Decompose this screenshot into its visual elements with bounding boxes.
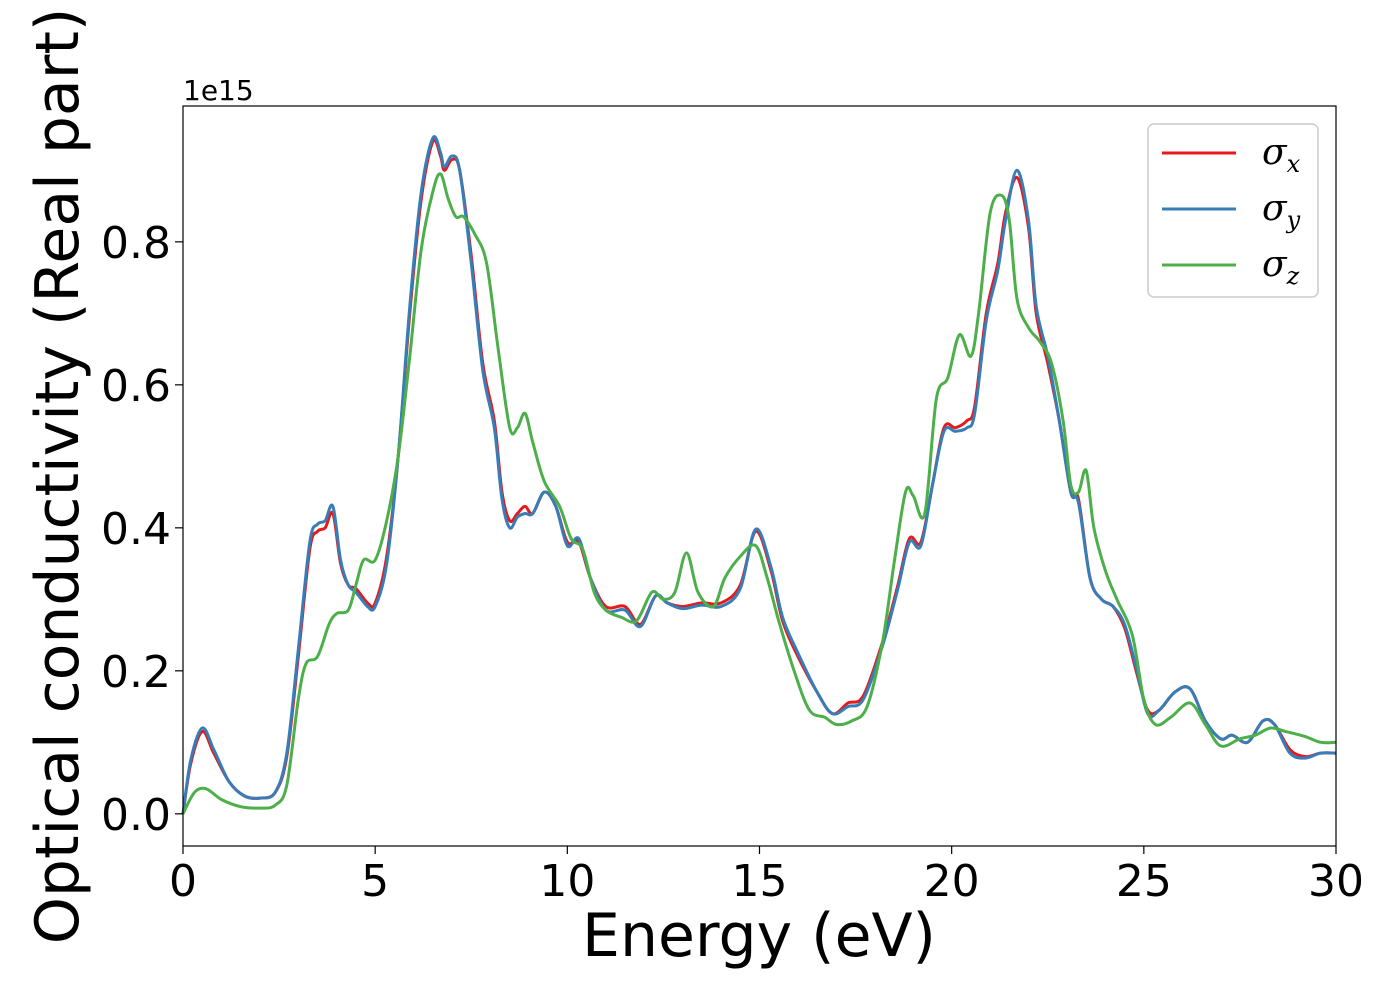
y-tick-label: 0.2	[101, 647, 171, 698]
y-axis-label: Optical conductivity (Real part)	[23, 8, 93, 945]
x-tick-label: 15	[732, 856, 788, 907]
y-offset-label: 1e15	[183, 74, 254, 107]
legend: σx σy σz	[1147, 123, 1319, 298]
x-tick-label: 0	[169, 856, 197, 907]
legend-label-y: σy	[1262, 188, 1301, 234]
x-tick-label: 20	[924, 856, 980, 907]
y-tick-label: 0.4	[101, 504, 171, 555]
x-axis-label: Energy (eV)	[582, 901, 936, 971]
x-tick-label: 10	[539, 856, 595, 907]
x-tick-label: 25	[1116, 856, 1172, 907]
x-tick-label: 5	[361, 856, 389, 907]
y-tick-label: 0.0	[101, 790, 171, 841]
y-tick-label: 0.6	[101, 361, 171, 412]
series-lines	[181, 135, 1337, 815]
y-tick-label: 0.8	[101, 218, 171, 269]
plot-area-background	[183, 106, 1336, 846]
legend-label-x: σx	[1262, 132, 1301, 178]
x-axis-ticks: 0 5 10 15 20 25 30	[169, 846, 1364, 907]
legend-label-z: σz	[1262, 244, 1300, 290]
series-line-z	[181, 172, 1337, 815]
y-axis-ticks: 0.0 0.2 0.4 0.6 0.8	[101, 218, 183, 841]
x-tick-label: 30	[1308, 856, 1364, 907]
